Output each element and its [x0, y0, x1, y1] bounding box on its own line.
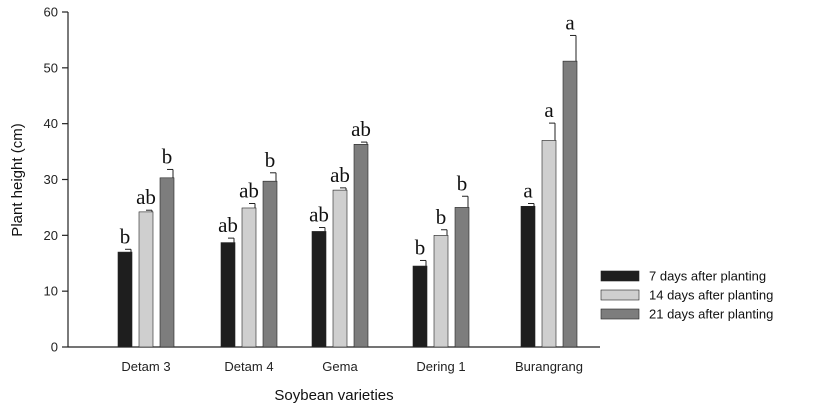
bar-series: [117, 60, 578, 348]
y-tick-label: 0: [51, 340, 58, 355]
bar: [241, 207, 257, 348]
error-bars: [125, 34, 577, 267]
significance-label: a: [523, 179, 533, 203]
x-tick-label: Gema: [322, 359, 358, 374]
significance-label: b: [436, 205, 447, 229]
bar: [332, 189, 348, 348]
significance-label: b: [265, 148, 276, 172]
significance-label: b: [120, 224, 131, 248]
bar: [262, 180, 278, 348]
significance-label: ab: [239, 179, 259, 203]
bar: [520, 206, 536, 348]
x-tick-label: Burangrang: [515, 359, 583, 374]
bar: [433, 235, 449, 348]
y-tick-label: 20: [44, 228, 58, 243]
significance-label: a: [544, 98, 554, 122]
y-axis-title: Plant height (cm): [9, 123, 26, 236]
bar: [159, 177, 175, 348]
bar: [138, 211, 154, 348]
significance-label: ab: [136, 185, 156, 209]
significance-label: b: [162, 144, 173, 168]
bar: [541, 140, 557, 348]
legend-label: 7 days after planting: [649, 269, 766, 284]
bar: [117, 251, 133, 348]
significance-label: a: [565, 10, 575, 34]
significance-label: b: [415, 235, 426, 259]
significance-label: b: [457, 171, 468, 195]
significance-label: ab: [330, 163, 350, 187]
x-tick-label: Dering 1: [416, 359, 465, 374]
bar: [220, 242, 236, 348]
bar: [454, 207, 470, 348]
x-tick-label: Detam 4: [224, 359, 273, 374]
x-axis-ticks: Detam 3 Detam 4 Gema Dering 1 Burangrang: [121, 359, 583, 374]
y-tick-label: 10: [44, 284, 58, 299]
y-tick-label: 60: [44, 5, 58, 20]
legend-label: 21 days after planting: [649, 307, 773, 322]
significance-label: ab: [351, 117, 371, 141]
x-tick-label: Detam 3: [121, 359, 170, 374]
bar: [562, 60, 578, 348]
legend-label: 14 days after planting: [649, 288, 773, 303]
bar: [412, 265, 428, 348]
legend: 7 days after planting 14 days after plant…: [600, 269, 773, 322]
x-axis-title: Soybean varieties: [274, 387, 393, 404]
y-tick-label: 40: [44, 116, 58, 131]
y-tick-label: 30: [44, 172, 58, 187]
bar: [311, 231, 327, 348]
legend-swatch: [600, 289, 640, 301]
legend-swatch: [600, 308, 640, 320]
significance-label: ab: [218, 213, 238, 237]
y-tick-label: 50: [44, 60, 58, 75]
significance-label: ab: [309, 203, 329, 227]
bar: [353, 144, 369, 348]
legend-swatch: [600, 270, 640, 282]
y-axis-ticks: 0 10 20 30 40 50 60: [44, 5, 68, 355]
